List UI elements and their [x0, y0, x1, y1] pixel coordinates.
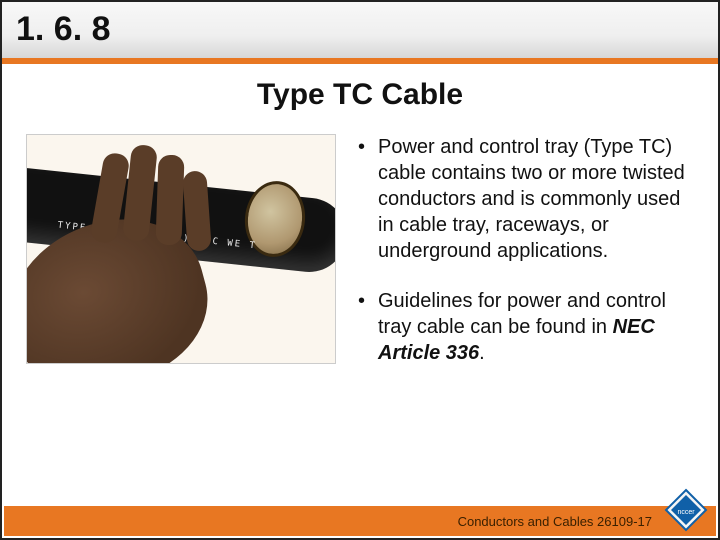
footer-text: Conductors and Cables 26109-17 — [458, 514, 652, 529]
nccer-logo-icon: nccer — [664, 488, 708, 532]
title-row: Type TC Cable — [2, 78, 718, 112]
bullet-text-suffix: . — [479, 342, 485, 364]
header-band: 1. 6. 8 — [2, 2, 718, 64]
finger — [155, 155, 184, 246]
content-area: TYPE TC-E PCV (UL) 75C WE T Power and co… — [2, 112, 718, 390]
cable-photo: TYPE TC-E PCV (UL) 75C WE T — [26, 134, 336, 364]
bullet-item: Power and control tray (Type TC) cable c… — [358, 134, 694, 264]
page-title: Type TC Cable — [257, 78, 463, 111]
logo-text: nccer — [677, 509, 695, 516]
bullet-item: Guidelines for power and control tray ca… — [358, 288, 694, 366]
section-number: 1. 6. 8 — [16, 10, 111, 49]
bullet-list: Power and control tray (Type TC) cable c… — [358, 134, 694, 390]
finger — [182, 170, 212, 251]
footer-bar: Conductors and Cables 26109-17 — [4, 506, 716, 536]
slide-frame: 1. 6. 8 Type TC Cable TYPE TC-E PCV (UL)… — [0, 0, 720, 540]
bullet-text: Power and control tray (Type TC) cable c… — [378, 136, 685, 262]
